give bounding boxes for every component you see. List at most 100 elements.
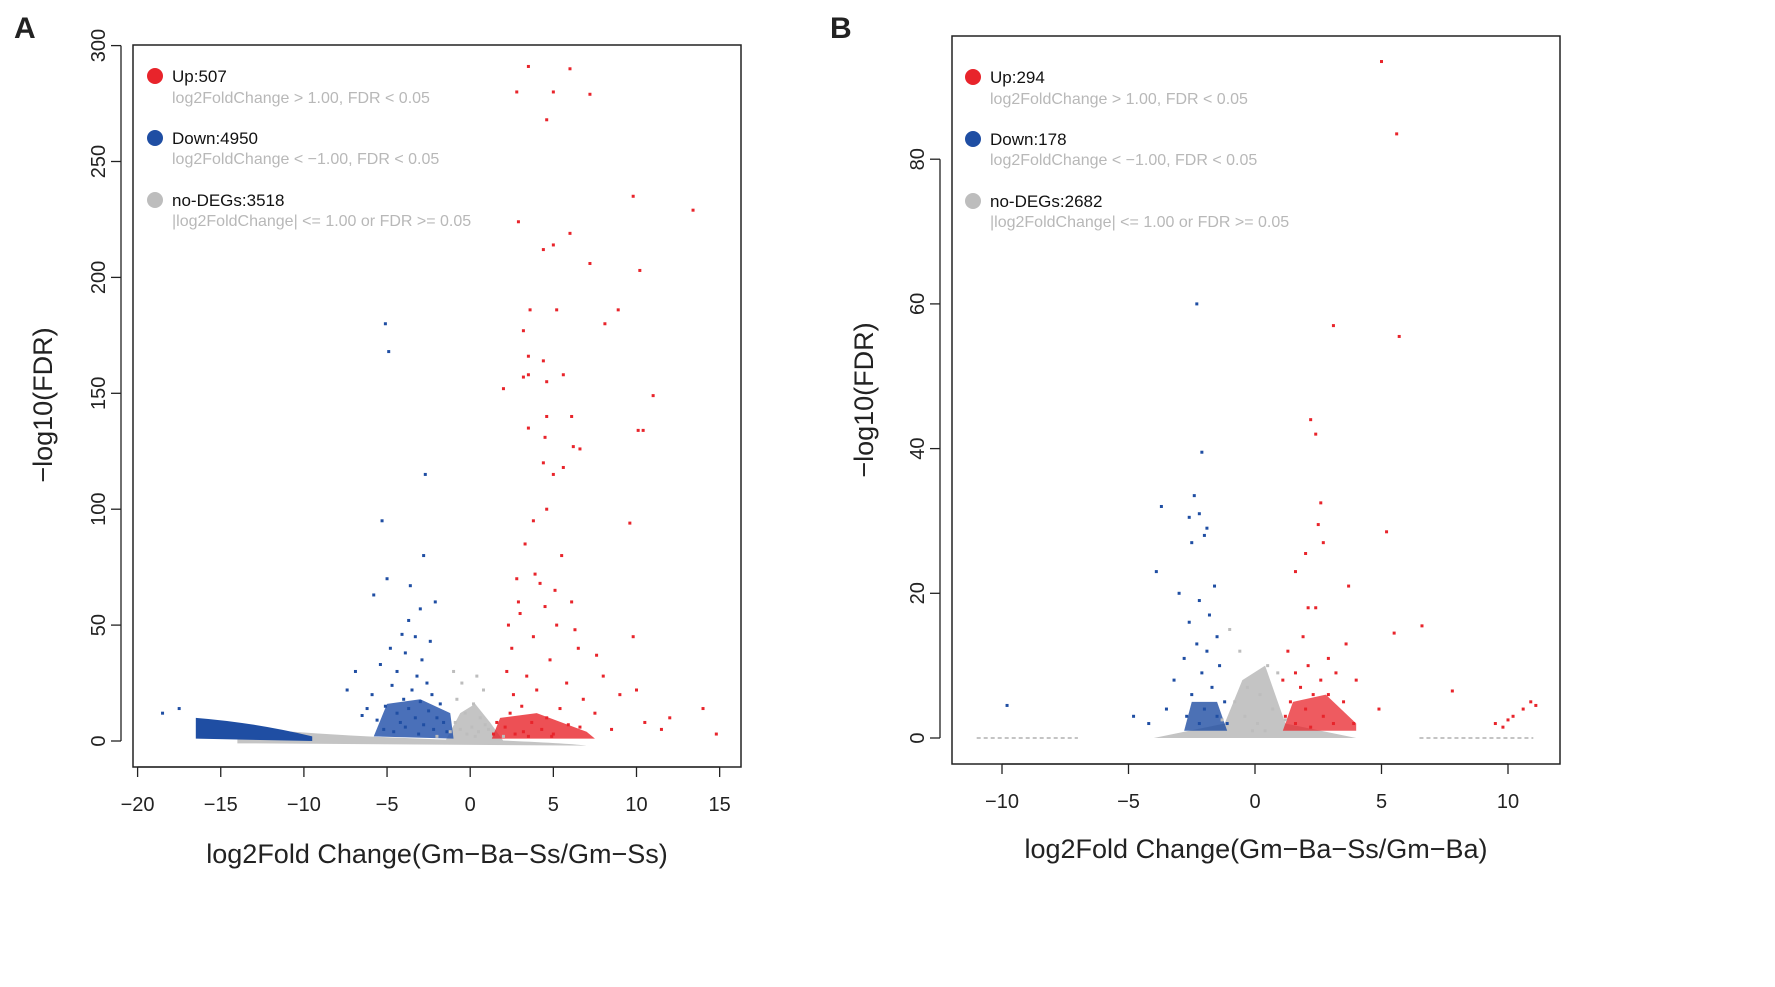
down-point (385, 577, 389, 581)
no-degs-point (1228, 627, 1232, 631)
down-point (413, 716, 417, 720)
up-point (491, 732, 495, 736)
up-point (593, 711, 597, 715)
down-point (408, 584, 412, 588)
panel-label-a: A (14, 12, 36, 45)
legend-up-marker-b (965, 69, 981, 85)
up-point (635, 688, 638, 692)
up-point (516, 220, 520, 224)
up-point (628, 521, 632, 525)
legend-down-label-b: Down:178 (990, 130, 1067, 149)
no-degs-point (453, 720, 457, 724)
up-point (1392, 631, 1396, 635)
y-tick-label: 300 (88, 29, 110, 62)
up-point (638, 268, 642, 272)
no-degs-point (452, 669, 456, 673)
no-degs-point (460, 681, 464, 685)
up-point (566, 723, 570, 727)
down-point (400, 632, 404, 636)
down-point (1202, 707, 1206, 711)
up-point (1304, 552, 1308, 556)
legend-down-desc-b: log2FoldChange < −1.00, FDR < 0.05 (990, 152, 1257, 169)
up-point (1314, 606, 1318, 610)
down-point (1147, 722, 1151, 726)
no-degs-point (1256, 722, 1260, 726)
up-point (618, 693, 622, 697)
up-point (1306, 606, 1310, 610)
up-point (1352, 722, 1356, 726)
no-degs-point (1266, 664, 1270, 668)
up-point (1450, 689, 1454, 693)
up-point (581, 697, 585, 701)
up-point (1521, 707, 1525, 711)
down-band (195, 717, 313, 741)
up-point (578, 725, 582, 729)
down-point (413, 635, 417, 639)
down-point (387, 350, 391, 354)
down-point (1213, 584, 1217, 588)
up-point (545, 507, 549, 511)
no-degs-point (486, 727, 490, 731)
y-axis-a: 0 50 100 150 200 250 300 (88, 29, 122, 747)
y-tick-label: 40 (907, 437, 929, 459)
down-point (1225, 722, 1229, 726)
up-point (520, 704, 524, 708)
up-point (545, 380, 549, 384)
x-axis-title-a: log2Fold Change(Gm−Ba−Ss/Gm−Ss) (206, 839, 667, 869)
down-point (433, 600, 437, 604)
down-point (380, 519, 384, 523)
down-point (370, 693, 374, 697)
up-point (521, 730, 525, 734)
up-point (531, 635, 535, 639)
x-tick-label: 10 (625, 794, 647, 816)
up-point (631, 194, 635, 198)
down-point (1195, 642, 1199, 646)
up-point (561, 465, 565, 469)
up-point (714, 732, 718, 736)
down-point (1192, 494, 1196, 498)
legend-up-label-b: Up:294 (990, 68, 1045, 87)
down-point (423, 472, 427, 476)
up-point (1326, 693, 1330, 697)
up-point (523, 542, 527, 546)
up-point (1293, 671, 1297, 675)
legend-nodegs-marker-b (965, 193, 981, 209)
down-point (430, 693, 434, 697)
up-point (521, 375, 525, 379)
up-point (610, 727, 614, 731)
up-point (550, 734, 554, 738)
up-point (506, 623, 510, 627)
legend-up-desc-b: log2FoldChange > 1.00, FDR < 0.05 (990, 91, 1248, 108)
x-tick-label: −5 (1117, 791, 1140, 813)
down-point (425, 681, 429, 685)
up-point (643, 720, 647, 724)
x-tick-label: 0 (1249, 791, 1260, 813)
down-point (1197, 599, 1201, 603)
points-a (161, 64, 718, 738)
legend-nodegs-label-a: no-DEGs:3518 (172, 191, 284, 210)
down-point (390, 683, 394, 687)
down-point (403, 725, 407, 729)
up-point (573, 628, 577, 632)
up-point (1511, 714, 1515, 718)
no-degs-point (1220, 718, 1224, 722)
legend-down-label-a: Down:4950 (172, 129, 258, 148)
down-point (403, 651, 407, 655)
down-point (392, 730, 396, 734)
down-point (1132, 714, 1136, 718)
down-point (407, 707, 411, 711)
up-point (511, 693, 515, 697)
legend-up-label-a: Up:507 (172, 67, 227, 86)
x-tick-label: −15 (204, 794, 238, 816)
up-point (541, 359, 545, 363)
up-point (531, 519, 535, 523)
up-point (1288, 700, 1292, 704)
down-point (365, 707, 369, 711)
up-point (501, 387, 505, 391)
up-point (1321, 714, 1325, 718)
down-point (1200, 450, 1204, 454)
up-point (565, 681, 569, 685)
down-point (1202, 533, 1206, 537)
no-degs-point (472, 702, 476, 706)
up-point (515, 577, 519, 581)
